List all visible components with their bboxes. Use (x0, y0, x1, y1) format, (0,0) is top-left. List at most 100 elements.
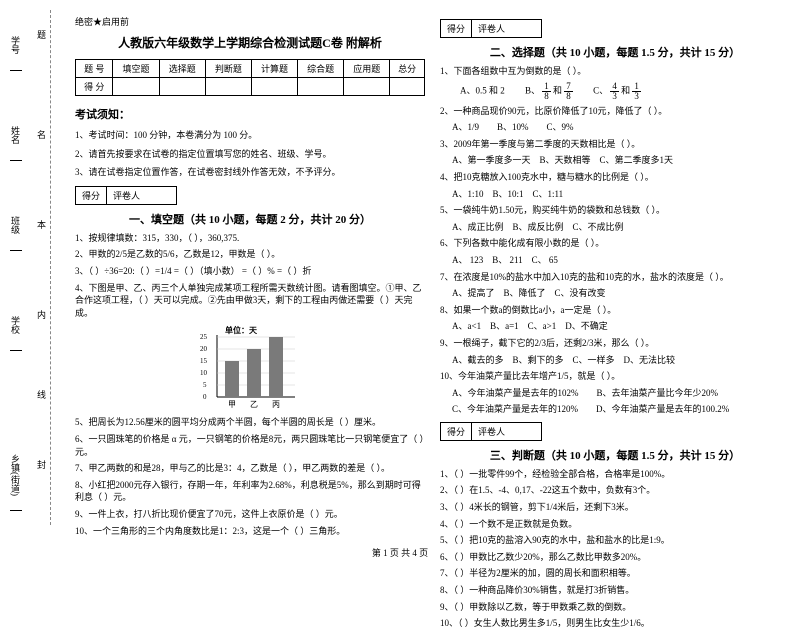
section-2-title: 二、选择题（共 10 小题，每题 1.5 分，共计 15 分） (440, 44, 790, 60)
fraction: 78 (564, 82, 573, 101)
fraction: 18 (542, 82, 551, 101)
row-label: 得 分 (76, 78, 113, 96)
question: 10、（ ）女生人数比男生多1/5，则男生比女生少1/6。 (440, 617, 790, 630)
grader-label: 评卷人 (472, 423, 511, 440)
th: 综合题 (298, 60, 344, 78)
question: 4、（ ）一个数不是正数就是负数。 (440, 518, 790, 531)
binding-field-id: 学号 (10, 20, 22, 71)
chart-ylabel: 单位：天 (225, 325, 258, 335)
question: 1、（ ）一批零件99个，经检验全部合格，合格率是100%。 (440, 468, 790, 481)
binding-mark: 题 (35, 30, 48, 39)
th: 题 号 (76, 60, 113, 78)
question: 5、（ ）把10克的盐溶入90克的水中，盐和盐水的比是1:9。 (440, 534, 790, 547)
svg-text:5: 5 (203, 381, 207, 389)
binding-mark: 内 (35, 310, 48, 319)
svg-text:0: 0 (203, 393, 207, 401)
exam-title: 人教版六年级数学上学期综合检测试题C卷 附解析 (75, 34, 425, 51)
question: 6、一只圆珠笔的价格是 α 元，一只钢笔的价格是8元，两只圆珠笔比一只钢笔便宜了… (75, 433, 425, 458)
question: 10、一个三角形的三个内角度数比是1：2:3，这是一个（ ）三角形。 (75, 525, 425, 538)
binding-mark: 线 (35, 390, 48, 399)
section-3-title: 三、判断题（共 10 小题，每题 1.5 分，共计 15 分） (440, 447, 790, 463)
bar-chart: 单位：天 0 5 10 15 20 25 甲 乙 丙 (190, 325, 310, 410)
options: A、成正比例 B、成反比例 C、不成比例 (440, 221, 790, 234)
svg-text:25: 25 (200, 333, 208, 341)
th: 选择题 (159, 60, 205, 78)
notice-item: 3、请在试卷指定位置作答，在试卷密封线外作答无效，不予评分。 (75, 166, 425, 179)
th: 填空题 (113, 60, 159, 78)
question: 3、2009年第一季度与第二季度的天数相比是（ ）。 (440, 138, 790, 151)
page-footer: 第 1 页 共 4 页 (0, 546, 800, 559)
options: A、1/9 B、10% C、9% (440, 121, 790, 134)
section-score-bar: 得分 评卷人 (75, 186, 177, 205)
section-score-bar: 得分 评卷人 (440, 19, 542, 38)
question: 1、下面各组数中互为倒数的是（ ）。 (440, 65, 790, 78)
binding-mark: 封 (35, 460, 48, 469)
question: 7、（ ）半径为2厘米的加，圆的周长和面积相等。 (440, 567, 790, 580)
binding-field-town: 乡镇(街道) (10, 440, 22, 511)
binding-field-school: 学校 (10, 300, 22, 351)
svg-text:10: 10 (200, 369, 208, 377)
options: C、今年油菜产量是去年的120% D、今年油菜产量是去年的100.2% (440, 403, 790, 416)
binding-dashed-line (50, 10, 51, 525)
question: 2、一种商品现价90元，比原价降低了10元，降低了（ ）。 (440, 105, 790, 118)
score-label: 得分 (441, 423, 472, 440)
options: A、0.5 和 2 B、 18 和 78 C、 43 和 13 (440, 82, 790, 101)
th: 判断题 (205, 60, 251, 78)
options: A、1:10 B、10:1 C、1:11 (440, 188, 790, 201)
question: 8、（ ）一种商品降价30%销售，就是打3折销售。 (440, 584, 790, 597)
binding-mark: 本 (35, 220, 48, 229)
binding-field-name: 姓名 (10, 110, 22, 161)
question: 8、如果一个数a的倒数比a小，a一定是（ ）。 (440, 304, 790, 317)
bar-bing (269, 337, 283, 397)
options: A、今年油菜产量是去年的102% B、去年油菜产量比今年少20% (440, 387, 790, 400)
score-label: 得分 (76, 187, 107, 204)
svg-text:15: 15 (200, 357, 208, 365)
section-1-title: 一、填空题（共 10 小题，每题 2 分，共计 20 分） (75, 211, 425, 227)
question: 5、一袋纯牛奶1.50元，购买纯牛奶的袋数和总钱数（ ）。 (440, 204, 790, 217)
question: 3、（ ）4米长的钢管，剪下1/4米后，还剩下3米。 (440, 501, 790, 514)
score-table: 题 号 填空题 选择题 判断题 计算题 综合题 应用题 总分 得 分 (75, 59, 425, 96)
question: 4、下图是甲、乙、丙三个人单独完成某项工程所需天数统计图。请看图填空。①甲、乙合… (75, 282, 425, 320)
th: 计算题 (251, 60, 297, 78)
question: 6、下列各数中能化成有限小数的是（ ）。 (440, 237, 790, 250)
question: 8、小红把2000元存入银行，存期一年，年利率为2.68%，利息税是5%，那么到… (75, 479, 425, 504)
notice-title: 考试须知： (75, 106, 425, 122)
question: 9、（ ）甲数除以乙数，等于甲数乘乙数的倒数。 (440, 601, 790, 614)
question: 7、甲乙两数的和是28，甲与乙的比是3：4，乙数是（ ），甲乙两数的差是（ ）。 (75, 462, 425, 475)
notice-item: 1、考试时间：100 分钟，本卷满分为 100 分。 (75, 129, 425, 142)
question: 2、甲数的2/5是乙数的5/6，乙数是12，甲数是（ ）。 (75, 248, 425, 261)
left-column: 绝密★启用前 人教版六年级数学上学期综合检测试题C卷 附解析 题 号 填空题 选… (75, 15, 425, 560)
question: 9、一件上衣，打八折比现价便宜了70元，这件上衣原价是（ ）元。 (75, 508, 425, 521)
fraction: 13 (632, 82, 641, 101)
question: 4、把10克糖放入100克水中，糖与糖水的比例是（ ）。 (440, 171, 790, 184)
question: 1、按规律填数：315，330，（ ），360,375. (75, 232, 425, 245)
th: 应用题 (344, 60, 390, 78)
svg-text:乙: 乙 (250, 400, 258, 409)
section-score-bar: 得分 评卷人 (440, 422, 542, 441)
score-label: 得分 (441, 20, 472, 37)
bar-jia (225, 361, 239, 397)
options: A、a<1 B、a=1 C、a>1 D、不确定 (440, 320, 790, 333)
secret-mark: 绝密★启用前 (75, 15, 425, 28)
options: A、第一季度多一天 B、天数相等 C、第二季度多1天 (440, 154, 790, 167)
notice-item: 2、请首先按要求在试卷的指定位置填写您的姓名、班级、学号。 (75, 148, 425, 161)
question: 2、（ ）在1.5、-4、0,17、-22这五个数中，负数有3个。 (440, 484, 790, 497)
binding-mark: 名 (35, 130, 48, 139)
question: 3、（ ）÷36=20:（ ）=1/4 =（ ）（填小数） =（ ）% =（ ）… (75, 265, 425, 278)
grader-label: 评卷人 (107, 187, 146, 204)
question: 5、把周长为12.56厘米的圆平均分成两个半圆，每个半圆的周长是（ ）厘米。 (75, 416, 425, 429)
binding-margin: 题 学号 名 姓名 本 班级 内 学校 线 封 乡镇(街道) (0, 0, 70, 565)
question: 9、一根绳子，截下它的2/3后，还剩2/3米，那么（ ）。 (440, 337, 790, 350)
options: A、提高了 B、降低了 C、没有改变 (440, 287, 790, 300)
th: 总分 (390, 60, 425, 78)
right-column: 得分 评卷人 二、选择题（共 10 小题，每题 1.5 分，共计 15 分） 1… (440, 15, 790, 560)
svg-text:甲: 甲 (228, 400, 236, 409)
question: 7、在浓度是10%的盐水中加入10克的盐和10克的水，盐水的浓度是（ ）。 (440, 271, 790, 284)
options: A、截去的多 B、剩下的多 C、一样多 D、无法比较 (440, 354, 790, 367)
question: 10、今年油菜产量比去年增产1/5，就是（ ）。 (440, 370, 790, 383)
svg-text:丙: 丙 (272, 400, 280, 409)
binding-field-class: 班级 (10, 200, 22, 251)
svg-text:20: 20 (200, 345, 208, 353)
options: A、 123 B、 211 C、 65 (440, 254, 790, 267)
grader-label: 评卷人 (472, 20, 511, 37)
